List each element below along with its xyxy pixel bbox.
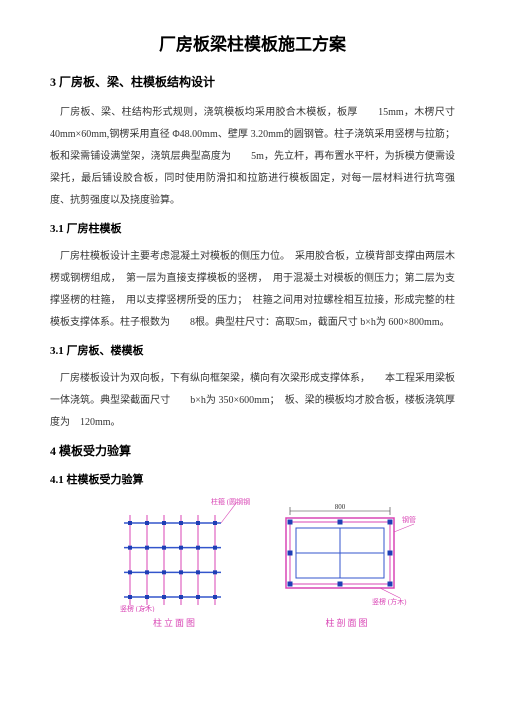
section-caption: 柱剖面图: [325, 616, 369, 629]
section-3-para: 厂房板、梁、柱结构形式规则，浇筑模板均采用胶合木模板，板厚 15mm，木楞尺寸 …: [50, 102, 455, 212]
section-4-heading: 4 模板受力验算: [50, 442, 455, 459]
section-31a-heading: 3.1 厂房柱模板: [50, 220, 455, 236]
column-section-svg: 800 钢管竖楞 (方木): [270, 497, 425, 612]
elevation-caption: 柱立面图: [153, 616, 197, 629]
section-31b-heading: 3.1 厂房板、楼模板: [50, 342, 455, 358]
svg-text:竖楞 (方木): 竖楞 (方木): [120, 604, 155, 612]
svg-text:竖楞 (方木): 竖楞 (方木): [372, 597, 407, 606]
figure-section: 800 钢管竖楞 (方木) 柱剖面图: [270, 497, 425, 629]
section-31b-para: 厂房楼板设计为双向板，下有纵向框架梁，横向有次梁形成支撑体系， 本工程采用梁板一…: [50, 368, 455, 434]
section-3-heading: 3 厂房板、梁、柱模板结构设计: [50, 73, 455, 90]
section-31a-para: 厂房柱模板设计主要考虑混凝土对模板的侧压力位。 采用胶合板，立模背部支撑由两层木…: [50, 246, 455, 334]
figure-elevation: 柱箍 (圆钢钢管) 竖楞 (方木) 柱立面图: [100, 497, 250, 629]
svg-text:800: 800: [335, 503, 346, 511]
figure-row: 柱箍 (圆钢钢管) 竖楞 (方木) 柱立面图 800 钢管竖楞 (方木) 柱剖面图: [50, 497, 455, 629]
svg-text:柱箍 (圆钢钢管): 柱箍 (圆钢钢管): [211, 497, 250, 506]
column-elevation-svg: 柱箍 (圆钢钢管) 竖楞 (方木): [100, 497, 250, 612]
section-41-heading: 4.1 柱模板受力验算: [50, 471, 455, 487]
page-title: 厂房板梁柱模板施工方案: [50, 30, 455, 55]
svg-text:钢管: 钢管: [402, 515, 416, 524]
